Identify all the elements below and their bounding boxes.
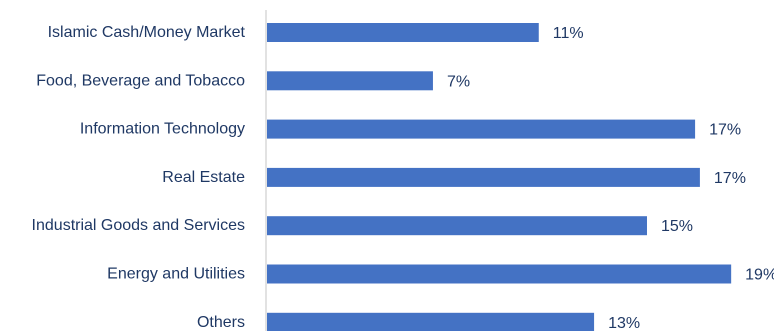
category-labels: Islamic Cash/Money Market Food, Beverage … [32, 24, 246, 331]
bars-layer [267, 23, 732, 331]
bar-4 [267, 216, 647, 236]
value-label-3: 17% [714, 170, 746, 187]
bar-0 [267, 23, 539, 42]
bar-6 [267, 312, 595, 331]
value-labels: 11% 7% 17% 17% 15% 19% 13% [447, 25, 774, 331]
category-label-0: Islamic Cash/Money Market [48, 24, 246, 41]
value-label-2: 17% [709, 122, 741, 139]
value-label-6: 13% [608, 315, 640, 331]
category-label-2: Information Technology [80, 121, 245, 138]
bar-5 [267, 264, 732, 284]
category-label-3: Real Estate [162, 169, 245, 186]
value-label-4: 15% [661, 218, 693, 235]
value-label-1: 7% [447, 73, 470, 90]
bar-3 [267, 167, 700, 187]
category-label-4: Industrial Goods and Services [32, 217, 245, 234]
value-label-0: 11% [553, 25, 584, 42]
category-label-1: Food, Beverage and Tobacco [36, 72, 245, 89]
value-label-5: 19% [745, 267, 774, 284]
bar-2 [267, 119, 696, 139]
bar-1 [267, 71, 433, 91]
category-label-5: Energy and Utilities [107, 266, 245, 283]
category-label-6: Others [197, 314, 245, 331]
